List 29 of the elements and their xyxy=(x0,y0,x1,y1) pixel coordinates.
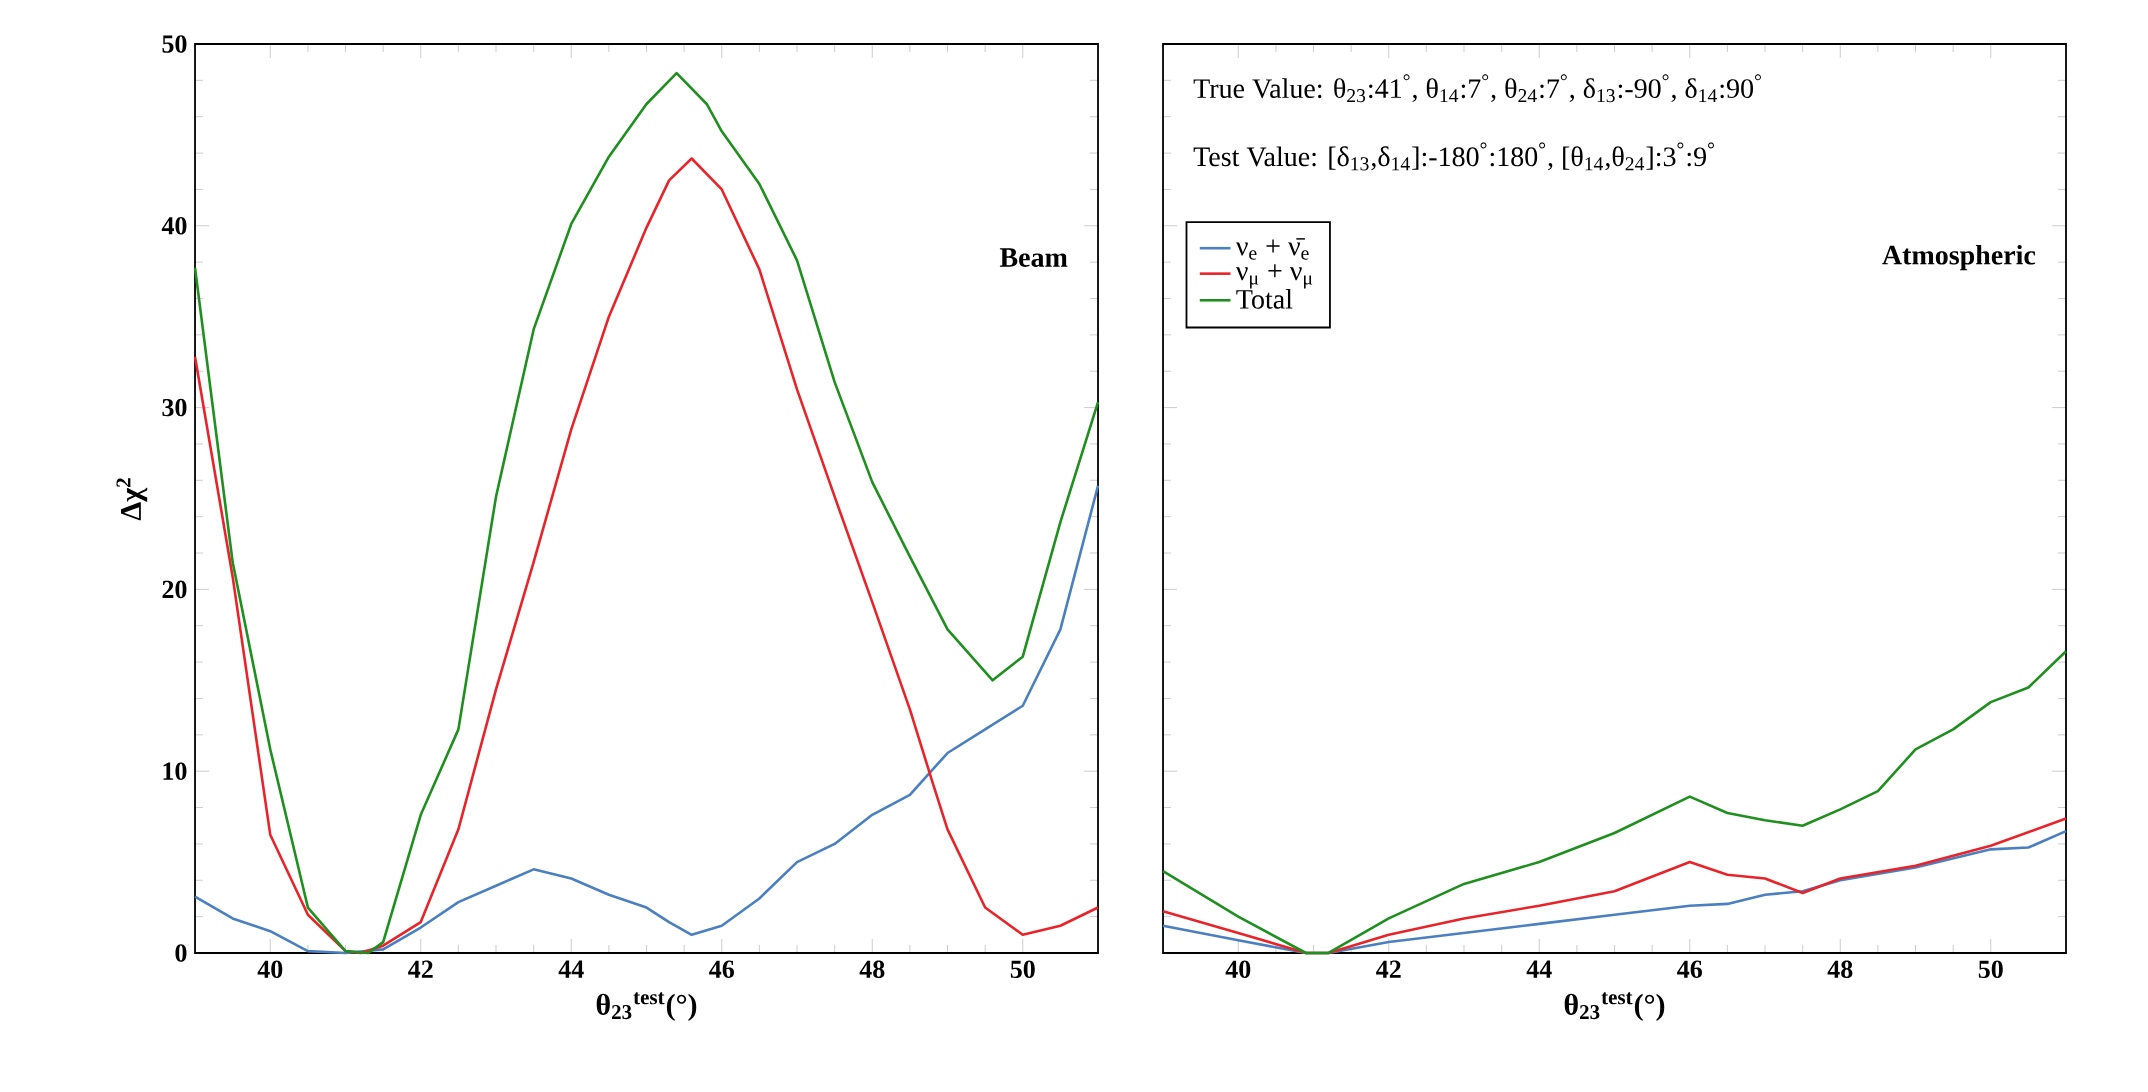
x-axis-title: θ$_{23}$$^{test}$(°) xyxy=(1564,992,1665,1021)
text: Test Value: [δ$_{13}$,δ$_{14}$]:-180$^{°}$:180$^{°}$, [θ$_{14}$,θ$_{24}$]:3$^{°}$:9$^{°}$ xyxy=(1193,142,1714,171)
x-tick-label: 40 xyxy=(1225,960,1251,979)
y-tick-label: 50 xyxy=(162,35,187,53)
x-tick-label: 42 xyxy=(408,960,433,978)
annotation: Beam xyxy=(999,248,1068,267)
y-axis-title: Δχ$^{2}$ xyxy=(116,478,148,521)
x-tick-label: 46 xyxy=(709,960,734,979)
x-tick-label: 40 xyxy=(257,960,283,979)
x-axis-title: θ$_{23}$$^{test}$(°) xyxy=(596,992,697,1021)
x-tick-label: 46 xyxy=(1677,960,1702,979)
legend-label: Total xyxy=(1236,289,1293,309)
legend-label: ν$_{e}$ + ν̄$_{e}$ xyxy=(1235,238,1309,260)
x-tick-label: 50 xyxy=(1010,960,1035,979)
annotation: Atmospheric xyxy=(1882,244,2036,271)
x-tick-label: 42 xyxy=(1376,960,1401,978)
legend-label: ν$_{μ}$ + ν$_{μ}$ xyxy=(1235,264,1313,289)
y-tick-label: 40 xyxy=(161,217,187,235)
y-tick-label: 20 xyxy=(162,580,187,599)
y-tick-label: 10 xyxy=(163,762,187,780)
x-tick-label: 44 xyxy=(558,960,584,978)
line-series xyxy=(193,484,1100,955)
x-tick-label: 48 xyxy=(1827,960,1853,979)
x-tick-label: 50 xyxy=(1978,960,2003,979)
x-tick-label: 44 xyxy=(1526,960,1552,978)
x-tick-label: 48 xyxy=(859,960,885,979)
text: True Value: θ$_{23}$:41$^{°}$, θ$_{14}$:7$^{°}$, θ$_{24}$:7$^{°}$, δ$_{13}$:-90$^{°}$, δ$_{14}$:90$^{°}$ xyxy=(1193,74,1761,103)
y-tick-label: 30 xyxy=(162,398,187,417)
y-tick-label: 0 xyxy=(175,944,187,962)
